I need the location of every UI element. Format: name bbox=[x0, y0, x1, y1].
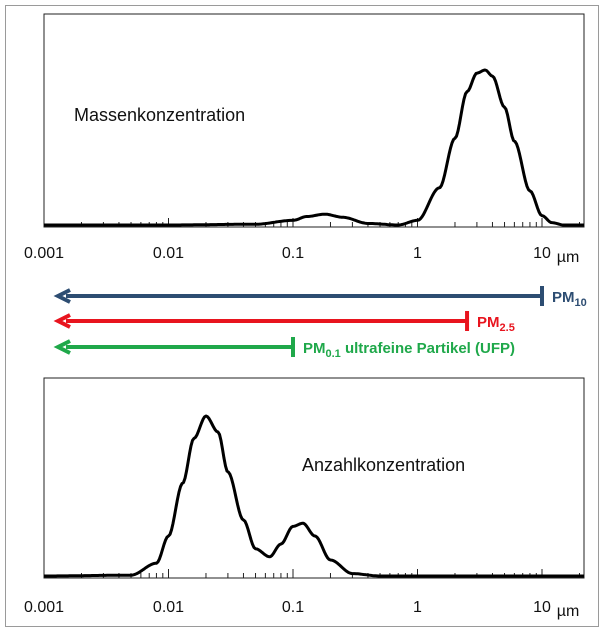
x-tick-label: 1 bbox=[413, 599, 422, 616]
x-tick-label: 10 bbox=[533, 599, 551, 616]
chart-panel-1: 0.001 0.01 0.1 1 10 µm Massenkonzentration bbox=[24, 13, 585, 266]
range-arrowhead bbox=[53, 339, 71, 355]
x-unit-label: µm bbox=[557, 603, 580, 620]
range-label: PM10 bbox=[552, 289, 587, 309]
x-tick-label: 0.1 bbox=[282, 599, 304, 616]
x-tick-label: 0.01 bbox=[153, 599, 184, 616]
panel-annotation: Anzahlkonzentration bbox=[302, 455, 465, 475]
x-tick-label: 0.1 bbox=[282, 245, 304, 262]
pm-range-2: PM2.5 bbox=[53, 311, 515, 334]
x-unit-label: µm bbox=[557, 249, 580, 266]
panel-annotation: Massenkonzentration bbox=[74, 105, 245, 125]
x-tick-label: 0.001 bbox=[24, 599, 64, 616]
series-line bbox=[44, 414, 584, 578]
range-label: PM2.5 bbox=[477, 314, 515, 334]
range-label: PM0.1 ultrafeine Partikel (UFP) bbox=[303, 340, 515, 360]
pm-range-3: PM0.1 ultrafeine Partikel (UFP) bbox=[53, 337, 515, 360]
chart-canvas: 0.001 0.01 0.1 1 10 µmMassenkonzentration0.00… bbox=[24, 13, 587, 620]
figure: 0.001 0.01 0.1 1 10 µm Massenkonzentration 0.00… bbox=[5, 5, 599, 627]
x-tick-label: 0.01 bbox=[153, 245, 184, 262]
x-tick-label: 1 bbox=[413, 245, 422, 262]
plot-frame bbox=[43, 377, 585, 579]
chart-panel-2: 0.001 0.01 0.1 1 10 µm Anzahlkonzentration bbox=[24, 377, 585, 620]
x-tick-label: 0.001 bbox=[24, 245, 64, 262]
plot-frame bbox=[43, 13, 585, 228]
pm-range-1: PM10 bbox=[53, 286, 587, 309]
series-line bbox=[44, 68, 584, 227]
range-arrowhead bbox=[53, 288, 71, 304]
range-arrowhead bbox=[53, 313, 71, 329]
x-tick-label: 10 bbox=[533, 245, 551, 262]
